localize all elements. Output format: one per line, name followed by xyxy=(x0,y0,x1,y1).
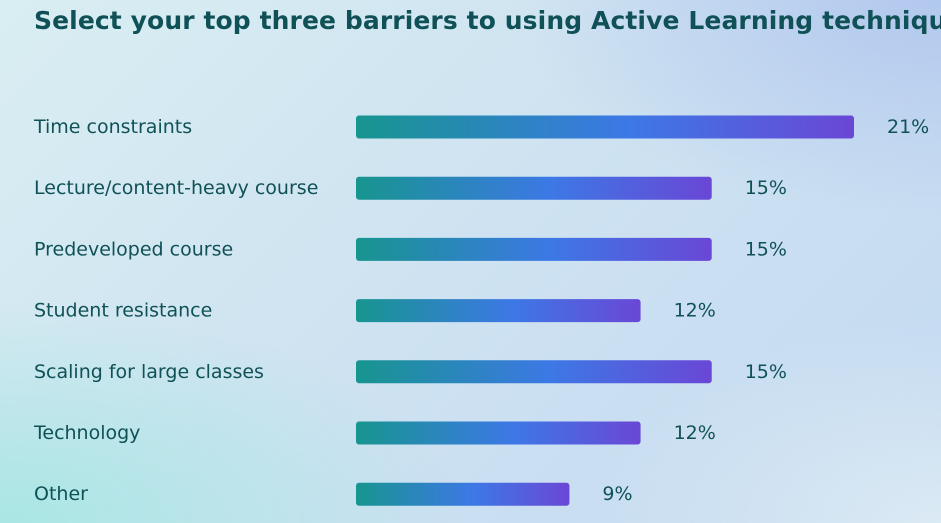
category-label: Other xyxy=(34,483,88,505)
category-label: Scaling for large classes xyxy=(34,361,264,383)
value-label: 15% xyxy=(745,238,787,260)
bar xyxy=(356,421,641,445)
bar xyxy=(356,176,712,200)
bar xyxy=(356,237,712,261)
category-label: Student resistance xyxy=(34,300,212,322)
value-label: 12% xyxy=(674,300,716,322)
value-label: 15% xyxy=(745,177,787,199)
value-label: 12% xyxy=(674,422,716,444)
value-label: 21% xyxy=(887,116,929,138)
bar xyxy=(356,115,854,139)
bar xyxy=(356,299,641,323)
category-label: Predeveloped course xyxy=(34,238,233,260)
value-label: 9% xyxy=(602,483,632,505)
category-label: Time constraints xyxy=(33,116,192,138)
value-label: 15% xyxy=(745,361,787,383)
bar xyxy=(356,482,570,506)
category-label: Technology xyxy=(33,422,140,444)
bar xyxy=(356,360,712,384)
category-label: Lecture/content-heavy course xyxy=(34,177,318,199)
chart-title: Select your top three barriers to using … xyxy=(34,6,941,35)
